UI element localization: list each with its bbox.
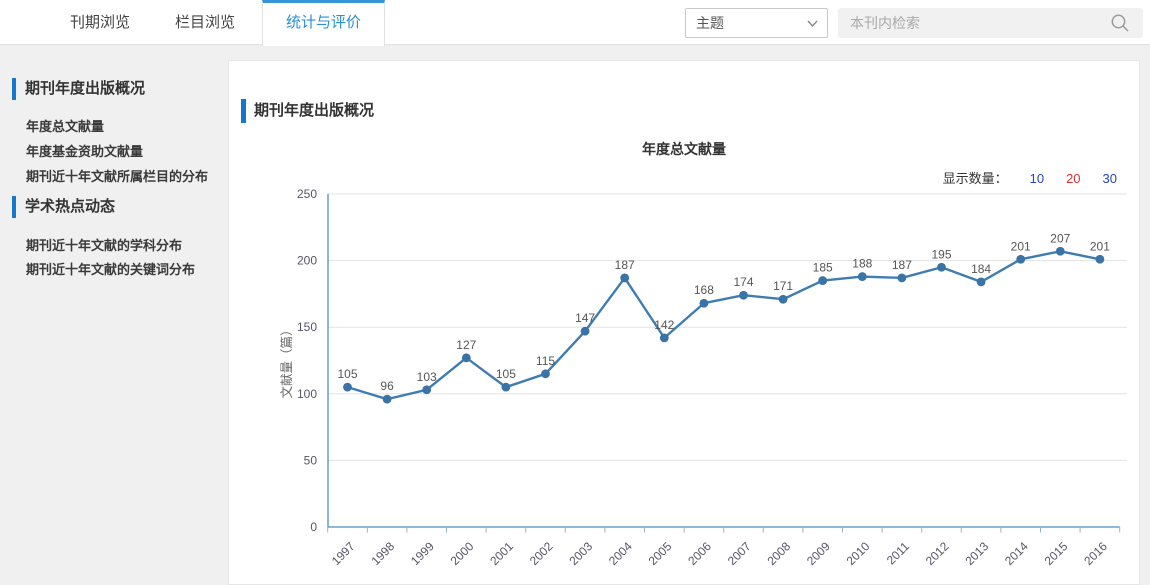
y-axis-tick-label: 150 — [297, 320, 317, 334]
display-count-label: 显示数量： — [942, 171, 1008, 186]
x-axis-tick-label: 1997 — [329, 539, 358, 568]
chart-data-label: 184 — [971, 262, 991, 276]
search-box — [838, 8, 1143, 38]
chart-data-label: 105 — [496, 367, 516, 381]
display-count-control: 显示数量： 10 20 30 — [943, 171, 1117, 187]
x-axis-tick-label: 2014 — [1002, 539, 1031, 568]
chart-data-point[interactable] — [976, 277, 986, 287]
chart-data-point[interactable] — [778, 294, 788, 304]
page-title: 期刊年度出版概况 — [241, 99, 374, 123]
x-axis-tick-label: 2007 — [725, 539, 754, 568]
x-axis-tick-label: 2013 — [962, 539, 991, 568]
chart-data-point[interactable] — [659, 333, 669, 343]
x-axis-tick-label: 2005 — [646, 539, 675, 568]
x-axis-tick-label: 2015 — [1042, 539, 1071, 568]
y-axis-tick-label: 250 — [297, 187, 317, 201]
chart-data-label: 207 — [1050, 231, 1070, 245]
chart-data-label: 147 — [575, 311, 595, 325]
x-axis-tick-label: 2011 — [884, 539, 912, 567]
chart-data-point[interactable] — [699, 298, 709, 308]
chart-data-point[interactable] — [739, 290, 748, 300]
x-axis-tick-label: 2001 — [487, 539, 516, 568]
chart-line-series — [347, 250, 1101, 401]
sidebar-section-title-academic-hotspots: 学术热点动态 — [12, 196, 115, 218]
chart-title: 年度总文献量 — [642, 141, 726, 157]
x-axis-tick-label: 2010 — [844, 539, 873, 568]
chart-data-point[interactable] — [541, 369, 550, 379]
x-axis-tick-label: 2006 — [685, 539, 714, 568]
y-axis-tick-label: 200 — [297, 254, 317, 268]
top-navigation-bar: 刊期浏览 栏目浏览 统计与评价 主题 — [0, 0, 1150, 46]
chart-data-point[interactable] — [818, 276, 828, 285]
chart-data-point[interactable] — [1095, 254, 1105, 264]
x-axis-tick-label: 2012 — [923, 539, 952, 568]
chart-data-point[interactable] — [501, 382, 511, 392]
chart-data-label: 127 — [456, 338, 476, 352]
chart-data-label: 201 — [1011, 239, 1031, 253]
y-axis-tick-label: 0 — [310, 520, 317, 534]
line-chart: 0 50 100 150 200 250 文献量（篇） 1997 1998 1999 2000 200… — [279, 187, 1127, 568]
x-axis-tick-label: 1998 — [368, 539, 397, 568]
chart-data-point[interactable] — [382, 394, 392, 404]
x-axis-tick-label: 2016 — [1081, 539, 1110, 568]
sidebar-section-title-publication-overview: 期刊年度出版概况 — [12, 78, 145, 100]
chart-data-point[interactable] — [937, 262, 946, 272]
chart-data-point[interactable] — [1055, 246, 1065, 256]
chart-data-point[interactable] — [857, 272, 867, 281]
chart-data-point[interactable] — [1016, 254, 1026, 264]
search-field-select[interactable]: 主题 — [685, 8, 828, 38]
chart-data-label: 103 — [417, 370, 437, 384]
chart-data-label: 195 — [931, 247, 951, 261]
y-axis-title: 文献量（篇） — [279, 323, 294, 398]
tab-issue-browse[interactable]: 刊期浏览 — [69, 14, 130, 31]
chart-data-point[interactable] — [461, 353, 471, 363]
chart-data-label: 187 — [615, 258, 635, 272]
y-axis-tick-label: 100 — [297, 387, 317, 401]
x-axis-tick-label: 2000 — [448, 539, 477, 568]
chart-data-point[interactable] — [580, 326, 590, 336]
chart-data-label: 168 — [694, 283, 714, 297]
chart-data-point[interactable] — [422, 385, 432, 395]
sidebar-item-keyword-distribution[interactable]: 期刊近十年文献的关键词分布 — [26, 262, 196, 277]
x-axis-tick-label: 2008 — [764, 539, 793, 568]
chart-data-label: 188 — [852, 257, 872, 271]
chart-data-label: 142 — [654, 318, 674, 332]
chevron-down-icon — [807, 20, 818, 27]
sidebar-item-annual-funded-documents[interactable]: 年度基金资助文献量 — [26, 144, 144, 159]
main-content-panel: 期刊年度出版概况 年度总文献量 显示数量： 10 20 30 0 50 100 150 200… — [228, 60, 1140, 585]
display-count-option-20[interactable]: 20 — [1066, 171, 1081, 186]
display-count-option-30[interactable]: 30 — [1102, 171, 1117, 186]
sidebar-item-subject-distribution[interactable]: 期刊近十年文献的学科分布 — [26, 238, 183, 253]
chart-data-point[interactable] — [620, 273, 630, 283]
search-input[interactable] — [850, 8, 1100, 38]
chart-data-label: 105 — [337, 367, 357, 381]
x-axis-tick-label: 2004 — [606, 539, 635, 568]
x-axis-tick-label: 2009 — [804, 539, 833, 568]
tab-column-browse[interactable]: 栏目浏览 — [174, 14, 235, 31]
display-count-option-10[interactable]: 10 — [1029, 171, 1045, 186]
chart-data-label: 185 — [813, 261, 833, 275]
chart-data-label: 96 — [380, 379, 394, 393]
chart-data-point[interactable] — [343, 382, 352, 392]
chart-data-label: 115 — [536, 354, 555, 368]
sidebar-item-column-distribution[interactable]: 期刊近十年文献所属栏目的分布 — [26, 169, 209, 184]
chart-data-label: 187 — [892, 258, 912, 272]
y-axis-tick-label: 50 — [304, 453, 318, 467]
chart-data-label: 171 — [773, 279, 793, 293]
chart-data-point[interactable] — [897, 273, 907, 283]
search-field-selected-value: 主题 — [696, 15, 724, 31]
sidebar-item-annual-total-documents[interactable]: 年度总文献量 — [26, 119, 105, 134]
tab-statistics-evaluation[interactable]: 统计与评价 — [262, 0, 385, 46]
x-axis-tick-label: 1999 — [408, 539, 437, 568]
search-icon[interactable] — [1110, 13, 1130, 33]
x-axis-tick-label: 2002 — [527, 539, 556, 568]
chart-data-label: 201 — [1090, 239, 1110, 253]
chart-data-label: 174 — [733, 275, 753, 289]
sidebar: 期刊年度出版概况 年度总文献量 年度基金资助文献量 期刊近十年文献所属栏目的分布… — [0, 45, 222, 585]
x-axis-tick-label: 2003 — [566, 539, 595, 568]
